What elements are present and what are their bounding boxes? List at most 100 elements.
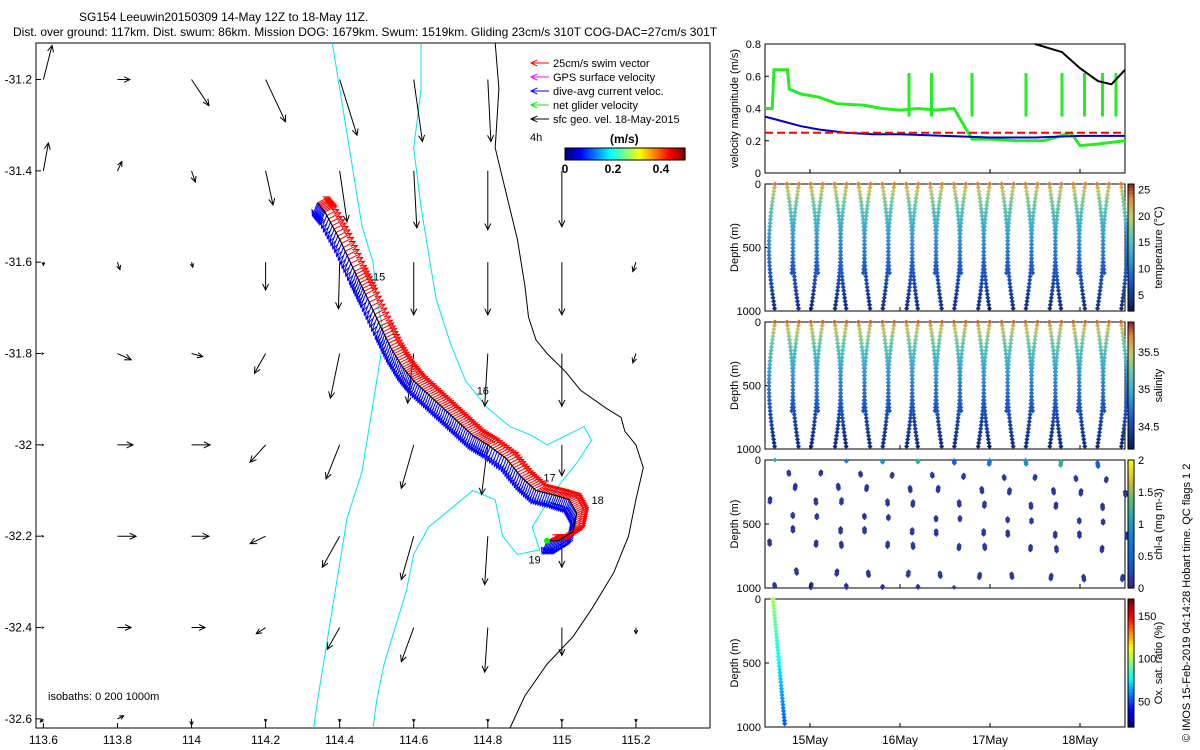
map-colorbar-cell xyxy=(651,148,654,160)
oxygen-colorbar-cell xyxy=(1128,682,1134,686)
chla-colorbar-cell xyxy=(1128,562,1134,567)
swim-vector-arrow xyxy=(346,248,361,256)
temperature-colorbar-cell xyxy=(1128,228,1134,233)
oxygen-colorbar-cell xyxy=(1128,691,1134,696)
swim-vector-arrow xyxy=(513,461,527,469)
salinity-ytick-label: 0 xyxy=(755,317,761,329)
map-colorbar-cell xyxy=(655,148,658,160)
swim-vector-arrow xyxy=(492,441,506,449)
salinity-colorbar-cell xyxy=(1128,436,1134,441)
map-colorbar-cell xyxy=(595,148,598,160)
dac-velocity-arrow xyxy=(361,297,368,313)
swim-vector-arrow xyxy=(396,351,411,359)
swim-vector-arrow xyxy=(388,336,402,344)
geo-velocity-arrow xyxy=(191,532,211,540)
map-colorbar-cell xyxy=(605,148,608,160)
temperature-colorbar-cell xyxy=(1128,215,1134,220)
dac-velocity-arrow xyxy=(493,453,500,468)
chla-colorbar-cell xyxy=(1128,466,1134,471)
map-colorbar-cell xyxy=(659,148,662,160)
oxygen-colorbar-cell xyxy=(1128,653,1134,658)
salinity-ylabel: Depth (m) xyxy=(729,361,741,410)
dac-velocity-arrow xyxy=(331,235,339,251)
chla-ytick-label: 1000 xyxy=(737,583,761,595)
salinity-colorbar-tick: 34.5 xyxy=(1138,422,1159,434)
geo-velocity-arrow xyxy=(191,79,210,107)
chla-colorbar-cell xyxy=(1128,488,1134,493)
salinity-colorbar-cell xyxy=(1128,356,1134,361)
oxygen-colorbar-cell xyxy=(1128,643,1134,648)
temperature-ytick-label: 500 xyxy=(743,243,761,255)
velocity-ylabel: velocity magnitude (m/s) xyxy=(729,49,741,168)
map-colorbar-cell xyxy=(599,148,602,160)
temperature-colorbar-cell xyxy=(1128,196,1134,201)
geo-velocity-arrow xyxy=(41,534,45,538)
swim-vector-arrow xyxy=(352,260,366,268)
geo-velocity-arrow xyxy=(631,262,637,273)
salinity-ytick-label: 500 xyxy=(743,381,761,393)
dac-velocity-arrow xyxy=(337,247,344,262)
chla-colorbar-cell xyxy=(1128,504,1134,509)
swim-vector-arrow xyxy=(362,281,376,289)
map-xtick-label: 115 xyxy=(552,733,571,747)
temperature-colorbar-cell xyxy=(1128,237,1134,242)
dac-velocity-arrow xyxy=(513,474,520,489)
glider-track-line xyxy=(317,202,578,542)
scale-label: 4h xyxy=(530,132,542,144)
oxygen-colorbar-cell xyxy=(1128,663,1134,667)
geo-velocity-arrow xyxy=(558,444,566,478)
day-label-17: 17 xyxy=(543,472,555,484)
map-colorbar-tick: 0.2 xyxy=(605,162,622,176)
geo-velocity-arrow xyxy=(411,718,416,724)
temperature-colorbar-cell xyxy=(1128,307,1134,312)
map-colorbar-cell xyxy=(643,148,646,160)
salinity-colorbar-cell xyxy=(1128,398,1134,402)
temperature-colorbar-cell xyxy=(1128,212,1134,217)
temperature-colorbar-cell xyxy=(1128,222,1134,226)
swim-vector-arrow xyxy=(361,279,375,287)
map-ytick-label: -32 xyxy=(15,438,33,452)
geo-velocity-arrow xyxy=(117,353,133,361)
dac-velocity-arrow xyxy=(481,444,489,459)
salinity-colorbar-cell xyxy=(1128,379,1134,383)
swim-vector-arrow xyxy=(341,236,355,244)
chla-colorbar-cell xyxy=(1128,508,1134,512)
salinity-colorbar-label: salinity xyxy=(1153,368,1165,402)
geo-velocity-arrow xyxy=(265,170,276,207)
temperature-colorbar-cell xyxy=(1128,260,1134,264)
map-ytick-label: -31.8 xyxy=(5,347,33,361)
velocity-ytick-label: 0 xyxy=(755,168,761,180)
swim-vector-arrow xyxy=(381,322,395,330)
geo-velocity-arrow xyxy=(191,352,204,359)
legend-label-0: 25cm/s swim vector xyxy=(553,58,650,70)
map-colorbar-cell xyxy=(657,148,660,160)
temperature-colorbar-cell xyxy=(1128,244,1134,249)
map-colorbar-cell xyxy=(579,148,582,160)
dac-velocity-arrow xyxy=(484,446,491,461)
oxygen-ytick-label: 1000 xyxy=(737,722,761,734)
geo-velocity-arrow xyxy=(558,627,566,657)
map-colorbar-cell xyxy=(627,148,630,160)
map-colorbar-cell xyxy=(673,148,676,160)
chla-colorbar-cell xyxy=(1128,485,1134,490)
salinity-colorbar-cell xyxy=(1128,382,1134,387)
chla-points xyxy=(766,457,1130,591)
swim-vector-arrow xyxy=(507,454,522,462)
oxygen-colorbar-cell xyxy=(1128,675,1134,680)
temperature-colorbar-cell xyxy=(1128,304,1134,309)
geo-velocity-arrow xyxy=(558,262,566,317)
geo-velocity-arrow xyxy=(255,627,266,635)
salinity-colorbar-cell xyxy=(1128,334,1134,339)
chla-colorbar-label: chl-a (mg m-3) xyxy=(1153,488,1165,560)
oxygen-colorbar-cell xyxy=(1128,602,1134,606)
chla-colorbar-cell xyxy=(1128,520,1134,525)
dac-velocity-arrow xyxy=(339,251,346,266)
chla-colorbar-tick: 1 xyxy=(1138,519,1144,531)
geo-velocity-arrow xyxy=(487,79,495,143)
swim-vector-arrow xyxy=(501,448,515,456)
salinity-ytick-label: 1000 xyxy=(737,444,761,456)
geo-velocity-arrow xyxy=(326,627,341,651)
temperature-plot-area xyxy=(764,183,1126,312)
time-tick-label: 17May xyxy=(972,733,1008,747)
geo-velocity-arrow xyxy=(189,262,195,269)
